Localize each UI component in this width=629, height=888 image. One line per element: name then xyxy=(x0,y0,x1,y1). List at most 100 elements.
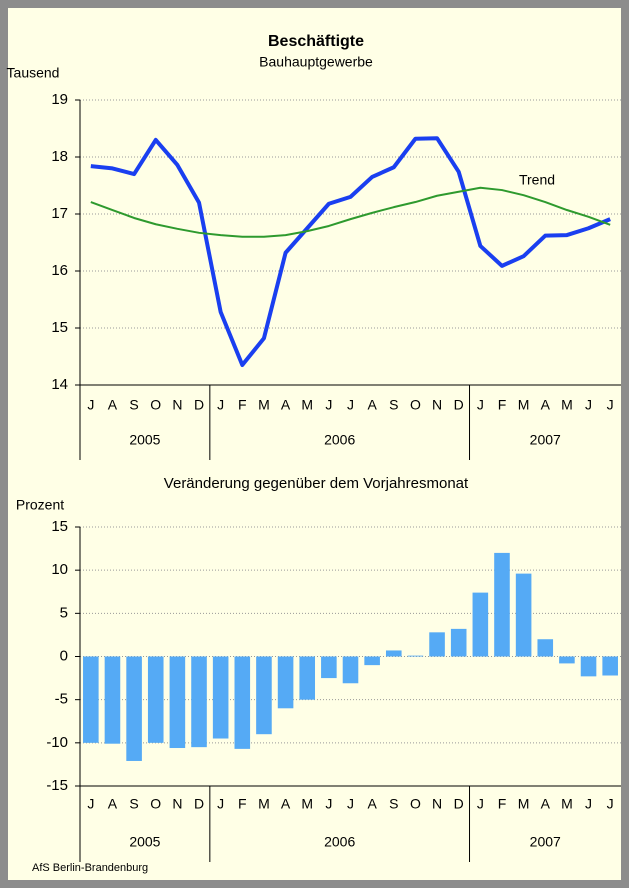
x-tick-label: N xyxy=(172,397,182,413)
x-tick-label: M xyxy=(561,397,573,413)
x-tick-label: M xyxy=(258,397,270,413)
chart-title: Veränderung gegenüber dem Vorjahresmonat xyxy=(164,475,469,492)
bar xyxy=(83,656,99,743)
bar xyxy=(342,656,359,684)
year-label: 2006 xyxy=(324,432,355,448)
bar xyxy=(256,656,272,735)
y-tick-label: 18 xyxy=(51,148,68,165)
bar xyxy=(450,628,467,657)
bar xyxy=(580,656,597,677)
year-label: 2006 xyxy=(324,834,355,850)
bar xyxy=(147,656,164,743)
x-tick-label: J xyxy=(477,397,484,413)
y-tick-label: -5 xyxy=(55,691,68,708)
x-tick-label: D xyxy=(194,796,204,812)
bar xyxy=(277,656,294,709)
y-tick-label: 19 xyxy=(51,91,68,108)
x-tick-label: O xyxy=(410,796,421,812)
x-tick-label: N xyxy=(172,796,182,812)
x-tick-label: J xyxy=(607,796,614,812)
x-tick-label: N xyxy=(432,796,442,812)
bar xyxy=(602,656,618,676)
x-tick-label: S xyxy=(389,796,398,812)
year-label: 2005 xyxy=(129,432,160,448)
bar xyxy=(559,656,575,664)
x-tick-label: J xyxy=(477,796,484,812)
x-tick-label: F xyxy=(498,397,507,413)
chart-subtitle: Bauhauptgewerbe xyxy=(259,54,373,70)
x-tick-label: O xyxy=(150,397,161,413)
x-tick-label: J xyxy=(585,796,592,812)
bar xyxy=(191,656,207,748)
bar xyxy=(537,639,554,657)
bar xyxy=(321,656,337,679)
bar xyxy=(299,656,316,700)
x-tick-label: J xyxy=(347,397,354,413)
y-tick-label: 16 xyxy=(51,262,68,279)
x-tick-label: A xyxy=(367,397,377,413)
bar xyxy=(407,655,424,657)
year-label: 2007 xyxy=(530,432,561,448)
y-tick-label: 15 xyxy=(51,319,68,336)
x-tick-label: M xyxy=(301,397,313,413)
x-tick-label: A xyxy=(281,397,291,413)
x-tick-label: A xyxy=(541,796,551,812)
x-tick-label: J xyxy=(217,796,224,812)
bar xyxy=(104,656,121,744)
bar xyxy=(126,656,142,761)
x-tick-label: J xyxy=(325,796,332,812)
x-tick-label: A xyxy=(541,397,551,413)
bar xyxy=(472,592,489,657)
y-tick-label: -10 xyxy=(46,734,68,751)
x-tick-label: D xyxy=(454,397,464,413)
x-tick-label: M xyxy=(561,796,573,812)
x-tick-label: M xyxy=(518,397,530,413)
y-tick-label: 5 xyxy=(60,604,68,621)
x-tick-label: M xyxy=(518,796,530,812)
x-tick-label: D xyxy=(454,796,464,812)
bar xyxy=(429,632,445,657)
x-tick-label: F xyxy=(238,397,247,413)
x-tick-label: O xyxy=(410,397,421,413)
bar xyxy=(234,656,251,749)
chart-title: Beschäftigte xyxy=(268,33,364,50)
x-tick-label: S xyxy=(129,397,138,413)
x-tick-label: N xyxy=(432,397,442,413)
x-tick-label: S xyxy=(129,796,138,812)
series-label: Trend xyxy=(519,172,555,188)
bar xyxy=(385,650,402,657)
y-tick-label: 14 xyxy=(51,376,68,393)
bar xyxy=(515,573,532,657)
x-tick-label: J xyxy=(607,397,614,413)
y-axis-label: Prozent xyxy=(16,497,64,513)
y-tick-label: 15 xyxy=(51,518,68,535)
x-tick-label: J xyxy=(217,397,224,413)
y-axis-label: Tausend xyxy=(7,65,60,81)
x-tick-label: A xyxy=(108,796,118,812)
x-tick-label: D xyxy=(194,397,204,413)
x-tick-label: A xyxy=(367,796,377,812)
x-tick-label: M xyxy=(301,796,313,812)
x-tick-label: S xyxy=(389,397,398,413)
x-tick-label: J xyxy=(325,397,332,413)
y-tick-label: 0 xyxy=(60,647,68,664)
source: AfS Berlin-Brandenburg xyxy=(32,862,148,874)
bar xyxy=(169,656,186,749)
x-tick-label: F xyxy=(498,796,507,812)
x-tick-label: J xyxy=(585,397,592,413)
x-tick-label: O xyxy=(150,796,161,812)
x-tick-label: J xyxy=(87,796,94,812)
bar xyxy=(212,656,229,739)
x-tick-label: F xyxy=(238,796,247,812)
y-tick-label: -15 xyxy=(46,777,68,794)
series-line xyxy=(90,186,611,238)
x-tick-label: M xyxy=(258,796,270,812)
y-tick-label: 10 xyxy=(51,561,68,578)
year-label: 2005 xyxy=(129,834,160,850)
bar xyxy=(494,552,510,657)
series-line xyxy=(90,136,611,368)
year-label: 2007 xyxy=(530,834,561,850)
x-tick-label: A xyxy=(281,796,291,812)
y-tick-label: 17 xyxy=(51,205,68,222)
